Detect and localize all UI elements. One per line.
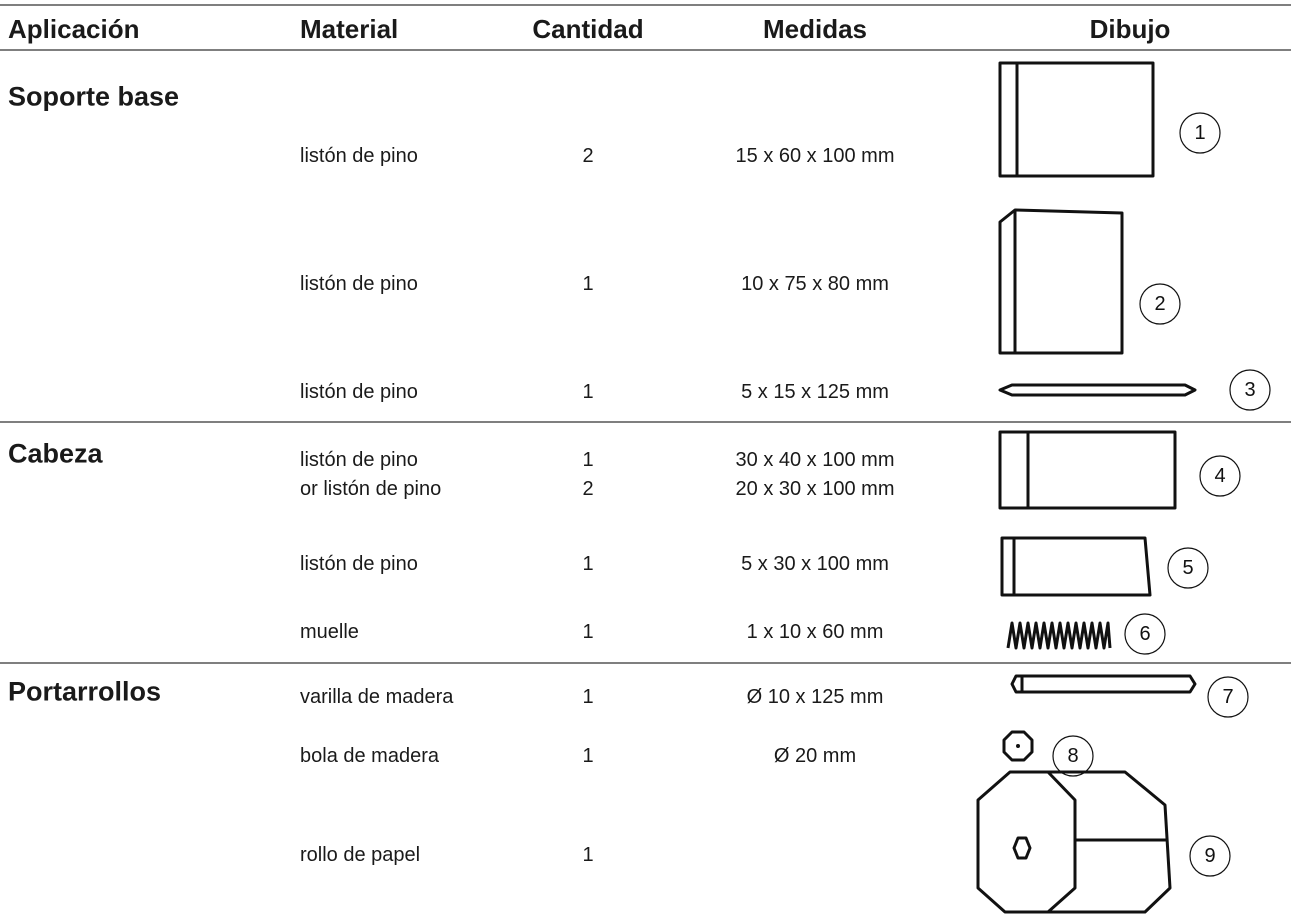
- section-label: Soporte base: [8, 81, 180, 112]
- material: rollo de papel: [300, 844, 421, 866]
- quantity: 1: [582, 621, 594, 643]
- section-label: Portarrollos: [8, 676, 162, 707]
- material: listón de pino: [300, 145, 418, 167]
- measures: 10 x 75 x 80 mm: [741, 273, 889, 295]
- drawing-number: 8: [1067, 745, 1078, 767]
- material: muelle: [300, 621, 359, 643]
- material: listón de pino: [300, 381, 418, 403]
- measures: 5 x 15 x 125 mm: [741, 381, 889, 403]
- drawing-number: 9: [1204, 845, 1215, 867]
- drawing-number: 7: [1222, 686, 1233, 708]
- quantity: 1: [582, 745, 594, 767]
- drawing: 3: [998, 369, 1271, 411]
- drawing: 1: [998, 61, 1221, 178]
- drawing-number: 6: [1139, 623, 1150, 645]
- column-header: Cantidad: [532, 14, 644, 44]
- column-header: Medidas: [762, 14, 868, 44]
- measures: Ø 20 mm: [773, 745, 857, 767]
- quantity: 2: [582, 145, 594, 167]
- column-header: Aplicación: [8, 14, 140, 44]
- column-header: Material: [300, 14, 399, 44]
- measures: Ø 10 x 125 mm: [746, 686, 884, 708]
- drawing: 4: [998, 430, 1241, 510]
- quantity: 1: [582, 381, 594, 403]
- quantity: 1: [582, 844, 594, 866]
- section-label: Cabeza: [8, 438, 103, 469]
- measures: 20 x 30 x 100 mm: [735, 478, 895, 500]
- drawing-number: 4: [1214, 465, 1225, 487]
- quantity: 2: [582, 478, 594, 500]
- material: varilla de madera: [300, 686, 454, 708]
- measures: 5 x 30 x 100 mm: [741, 553, 889, 575]
- drawing: 6: [1006, 613, 1166, 655]
- drawing: 7: [1010, 674, 1249, 718]
- quantity: 1: [582, 686, 594, 708]
- measures: 15 x 60 x 100 mm: [735, 145, 895, 167]
- material: listón de pino: [300, 553, 418, 575]
- material: or listón de pino: [300, 478, 442, 500]
- drawing: 2: [998, 208, 1181, 355]
- material: listón de pino: [300, 273, 418, 295]
- drawing-number: 3: [1244, 379, 1255, 401]
- drawing-number: 1: [1194, 122, 1205, 144]
- drawing-number: 2: [1154, 293, 1165, 315]
- column-header: Dibujo: [1089, 14, 1171, 44]
- measures: 1 x 10 x 60 mm: [746, 621, 884, 643]
- material: listón de pino: [300, 449, 418, 471]
- drawing: 8: [1002, 730, 1094, 777]
- measures: 30 x 40 x 100 mm: [735, 449, 895, 471]
- drawing: 5: [1000, 536, 1209, 597]
- quantity: 1: [582, 449, 594, 471]
- quantity: 1: [582, 273, 594, 295]
- drawing: 9: [976, 770, 1231, 914]
- drawing-number: 5: [1182, 557, 1193, 579]
- material: bola de madera: [300, 745, 439, 767]
- quantity: 1: [582, 553, 594, 575]
